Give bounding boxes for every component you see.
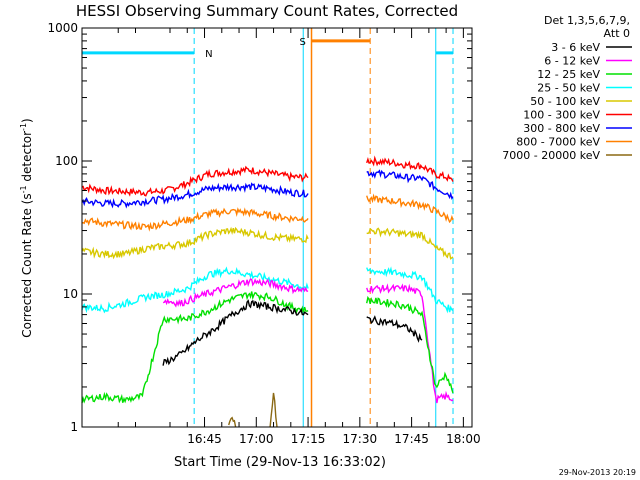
x-axis: 16:45 17:00 17:15 17:30 17:45 18:00 (117, 28, 481, 446)
series-line (81, 291, 309, 404)
series-line (81, 226, 309, 260)
night-annotation: N (205, 49, 212, 60)
legend-label: 12 - 25 keV (537, 68, 600, 81)
series-line (366, 155, 454, 182)
y-tick-label: 100 (55, 154, 78, 168)
x-tick-label: 16:45 (187, 432, 222, 446)
data-series (81, 155, 454, 428)
chart-title: HESSI Observing Summary Count Rates, Cor… (76, 2, 458, 20)
x-tick-label: 17:45 (394, 432, 429, 446)
y-tick-label: 1000 (47, 21, 78, 35)
saa-annotation: S (300, 37, 306, 48)
series-line (81, 207, 309, 232)
legend-label: 800 - 7000 keV (516, 136, 600, 149)
plot-frame (81, 27, 473, 428)
series-line (366, 315, 423, 343)
x-tick-label: 17:00 (239, 432, 274, 446)
x-tick-label: 17:30 (343, 432, 378, 446)
y-axis-label: Corrected Count Rate (s-1 detector-1) (19, 118, 34, 337)
series-line (366, 266, 454, 314)
y-tick-label: 10 (63, 287, 78, 301)
legend-label: 3 - 6 keV (551, 41, 600, 54)
series-line (81, 266, 309, 314)
observing-events (82, 28, 454, 427)
legend-label: 50 - 100 keV (530, 95, 600, 108)
legend-label: 6 - 12 keV (544, 55, 600, 68)
series-line (162, 299, 309, 366)
legend-label: 100 - 300 keV (523, 109, 600, 122)
series-line (366, 283, 454, 404)
series-line (269, 392, 278, 428)
series-line (81, 165, 309, 197)
legend-header-detectors: Det 1,3,5,6,7,9, (544, 14, 630, 27)
footer-timestamp: 29-Nov-2013 20:19 (559, 468, 636, 477)
series-line (366, 193, 454, 224)
series-line (366, 169, 454, 200)
legend-label: 25 - 50 keV (537, 82, 600, 95)
series-line (366, 295, 454, 394)
legend-header-attenuator: Att 0 (604, 27, 630, 40)
x-axis-label: Start Time (29-Nov-13 16:33:02) (174, 455, 386, 470)
y-axis: 1 10 100 1000 (47, 21, 472, 434)
x-tick-label: 18:00 (446, 432, 481, 446)
x-tick-label: 17:15 (291, 432, 326, 446)
series-line (162, 278, 309, 308)
series-line (228, 416, 237, 428)
series-line (81, 182, 309, 209)
legend-label: 300 - 800 keV (523, 122, 600, 135)
plot-area: 1 10 100 1000 16:45 17:00 17:15 17:30 17:45 18:0… (47, 21, 480, 446)
y-tick-label: 1 (70, 420, 78, 434)
legend-label: 7000 - 20000 keV (502, 149, 600, 162)
series-line (366, 227, 454, 260)
